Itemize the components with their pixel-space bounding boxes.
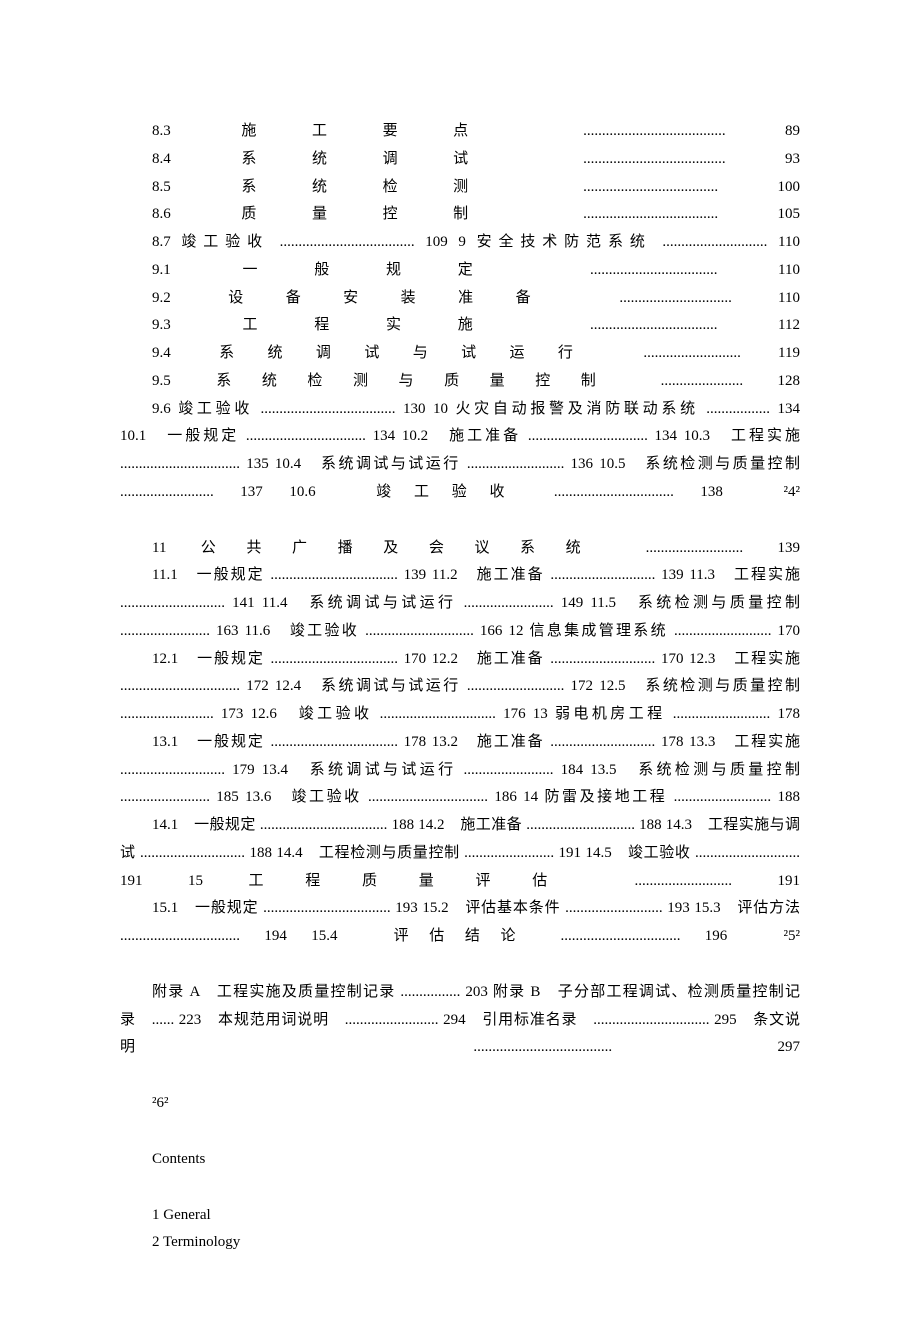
toc-para-12: 12.1 一般规定 ..............................… <box>120 646 800 729</box>
toc-line: 9.4 系统调试与试运行 .......................... … <box>120 340 800 368</box>
contents-heading: Contents <box>120 1146 800 1174</box>
toc-line-9-6: 9.6 竣工验收 ...............................… <box>120 396 800 424</box>
contents-item-general: 1 General <box>120 1202 800 1230</box>
toc-para-10: 10.1 一般规定 ..............................… <box>120 423 800 506</box>
toc-line: 8.4 系统调试 ...............................… <box>120 146 800 174</box>
page-mark-6: ²6² <box>120 1090 800 1118</box>
toc-line: 8.3 施工要点 ...............................… <box>120 118 800 146</box>
toc-line: 8.5 系统检测 ...............................… <box>120 174 800 202</box>
toc-para-11: 11.1 一般规定 ..............................… <box>120 562 800 645</box>
toc-para-15: 15.1 一般规定 ..............................… <box>120 895 800 951</box>
toc-line: 9.2 设备安装准备 .............................… <box>120 285 800 313</box>
toc-line-8-7: 8.7 竣工验收 ...............................… <box>120 229 800 257</box>
toc-para-appendix: 附录 A 工程实施及质量控制记录 ................ 203 附录… <box>120 979 800 1062</box>
contents-item-terminology: 2 Terminology <box>120 1229 800 1257</box>
toc-line: 9.5 系统检测与质量控制 ...................... 128 <box>120 368 800 396</box>
toc-line-11-head: 11 公共广播及会议系统 .......................... … <box>120 535 800 563</box>
toc-line: 8.6 质量控制 ...............................… <box>120 201 800 229</box>
toc-para-13: 13.1 一般规定 ..............................… <box>120 729 800 812</box>
toc-line: 9.1 一般规定 ...............................… <box>120 257 800 285</box>
toc-para-14: 14.1 一般规定 ..............................… <box>120 812 800 895</box>
toc-line: 9.3 工程实施 ...............................… <box>120 312 800 340</box>
